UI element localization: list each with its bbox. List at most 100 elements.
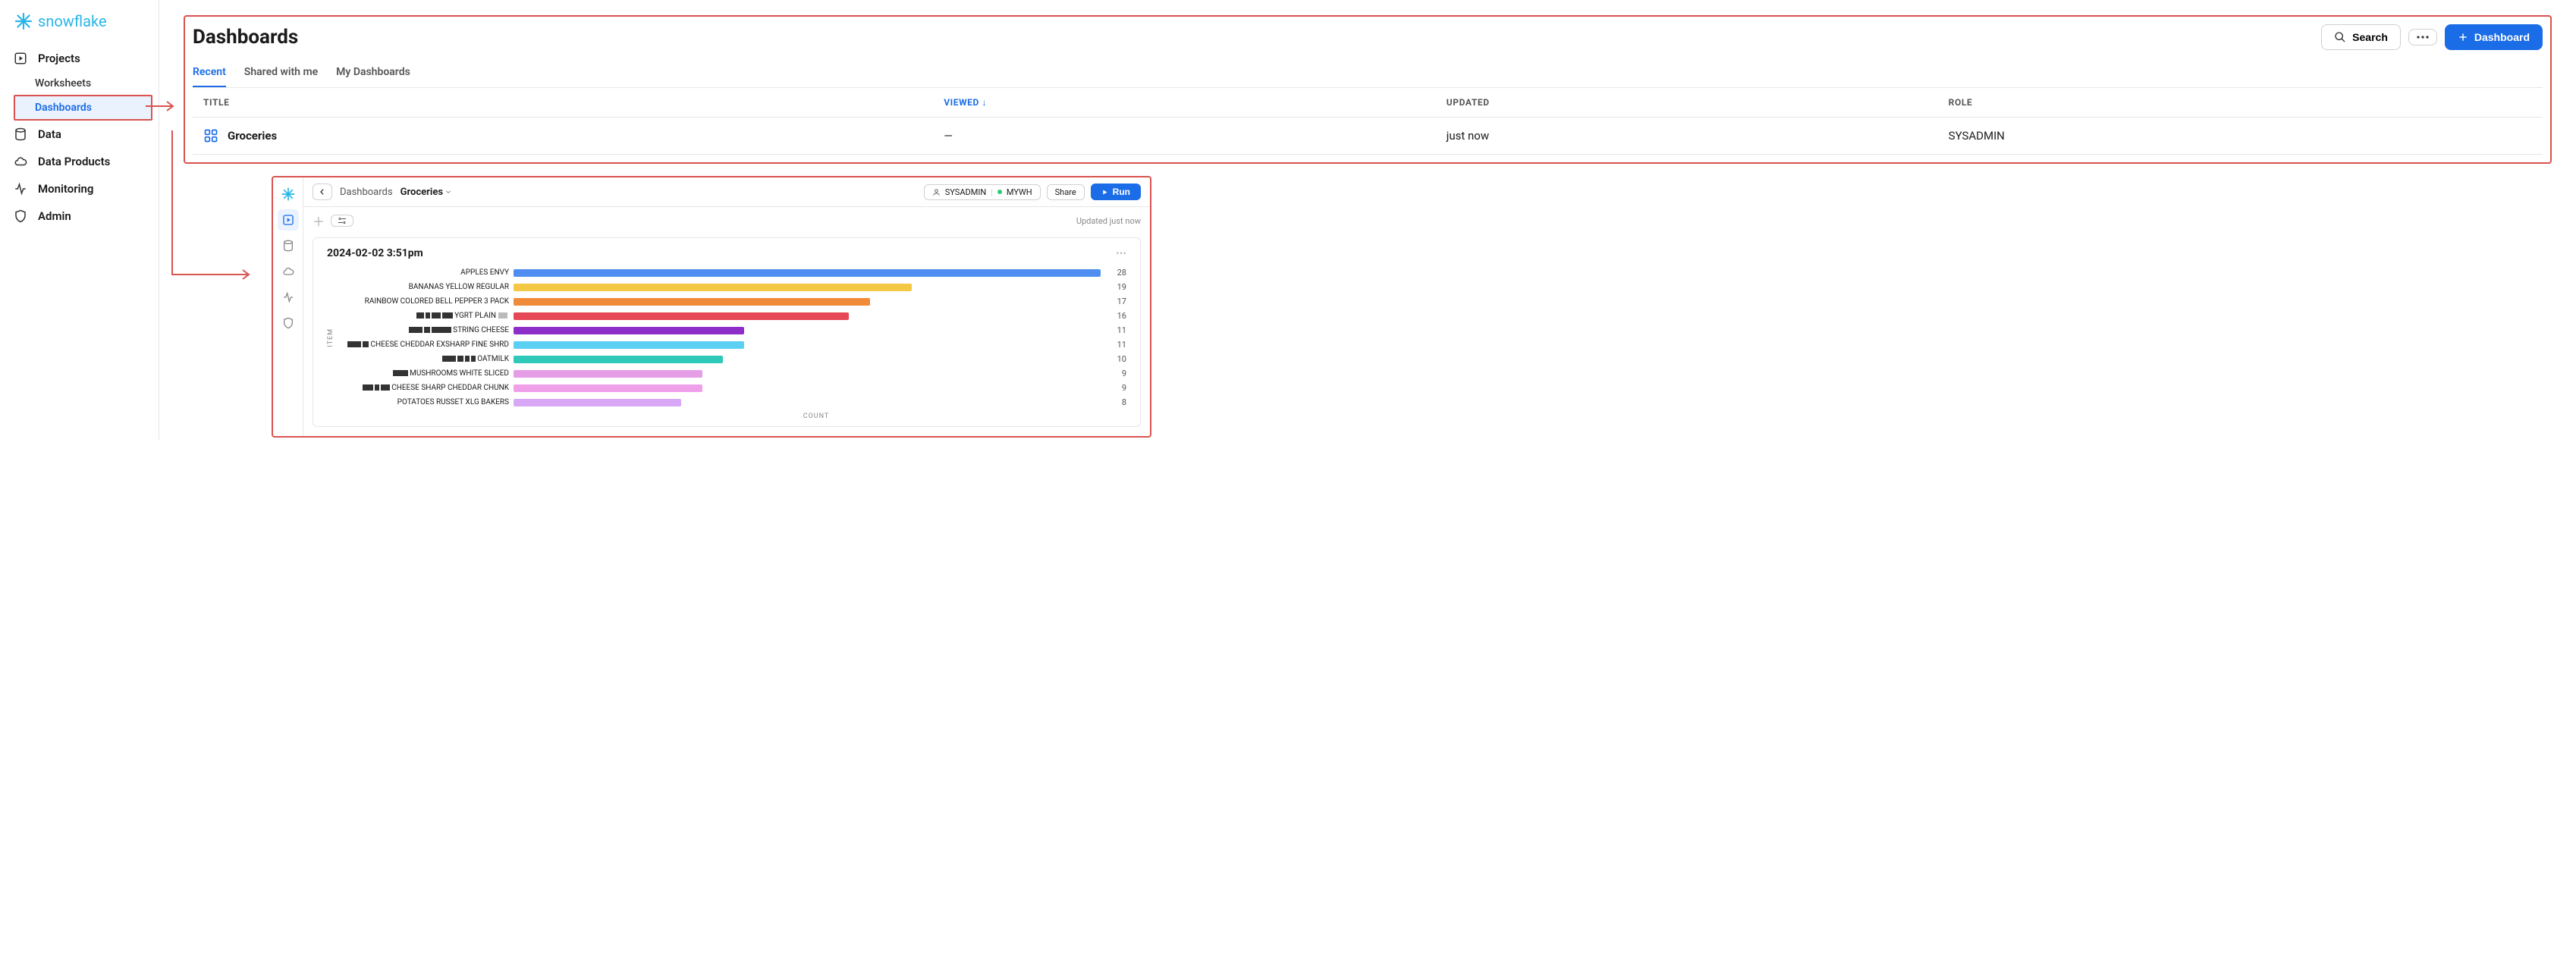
bar-track [514,327,1101,334]
bar-fill [514,327,744,334]
bar-row: BANANAS YELLOW REGULAR19 [338,280,1126,294]
mini-nav-data[interactable] [278,235,299,256]
nav-admin[interactable]: Admin [0,202,159,230]
nav-label: Monitoring [38,182,93,196]
mini-nav-monitoring[interactable] [278,287,299,308]
bar-label: RAINBOW COLORED BELL PEPPER 3 PACK [338,297,514,306]
bar-label: YGRT PLAIN [338,312,514,320]
bar-row: CHEESE CHEDDAR EXSHARP FINE SHRD11 [338,337,1126,352]
nav-monitoring[interactable]: Monitoring [0,175,159,202]
bar-value: 11 [1101,325,1126,335]
new-dashboard-button[interactable]: Dashboard [2445,24,2543,50]
brand-name: snowflake [38,12,107,30]
col-title[interactable]: TITLE [193,88,933,118]
chart-title-text: 2024-02-02 3:51pm [327,247,423,259]
more-button[interactable] [2408,29,2437,46]
shield-icon [282,317,294,329]
tab-recent[interactable]: Recent [193,58,226,87]
chart-xlabel: COUNT [327,413,1126,420]
bar-fill [514,370,702,378]
chevron-down-icon [445,189,451,195]
bar-fill [514,312,849,320]
mini-nav-admin[interactable] [278,312,299,334]
filter-button[interactable] [331,215,353,227]
run-button[interactable]: Run [1091,184,1141,200]
cloud-icon [282,265,294,278]
back-button[interactable] [313,184,332,200]
bar-label: MUSHROOMS WHITE SLICED [338,369,514,378]
chevron-left-icon [319,188,326,196]
bar-row: OATMILK10 [338,352,1126,366]
user-icon [932,188,941,196]
mini-sidebar [273,177,303,436]
bar-label: CHEESE SHARP CHEDDAR CHUNK [338,384,514,392]
bar-track [514,269,1101,277]
col-role[interactable]: ROLE [1938,88,2543,118]
col-viewed[interactable]: VIEWED ↓ [933,88,1436,118]
col-updated[interactable]: UPDATED [1436,88,1938,118]
activity-icon [282,291,294,303]
bar-fill [514,298,870,306]
nav-data[interactable]: Data [0,121,159,148]
nav-label: Projects [38,52,80,65]
updated-text: Updated just now [1076,216,1141,226]
add-tile-button[interactable]: ＋ [313,212,325,230]
chart-ylabel: ITEM [327,328,335,347]
nav-projects[interactable]: Projects [0,45,159,72]
bar-row: YGRT PLAIN 16 [338,309,1126,323]
search-button[interactable]: Search [2321,24,2401,50]
breadcrumb-parent[interactable]: Dashboards [340,187,393,198]
chart-rows: APPLES ENVY28BANANAS YELLOW REGULAR19 RAI… [338,265,1126,410]
bar-label: STRING CHEESE [338,326,514,334]
mini-nav-projects[interactable] [278,209,299,231]
table-row[interactable]: Groceries — just now SYSADMIN [193,118,2543,155]
bar-value: 10 [1101,354,1126,364]
tile-menu-button[interactable]: ⋯ [1116,247,1126,259]
bar-track [514,298,1101,306]
play-square-icon [282,214,294,226]
mini-logo[interactable] [278,184,299,205]
row-updated: just now [1436,118,1938,155]
bar-track [514,370,1101,378]
nav-data-products[interactable]: Data Products [0,148,159,175]
bar-fill [514,399,681,406]
role-selector[interactable]: SYSADMIN | MYWH [924,184,1041,200]
nav-worksheets[interactable]: Worksheets [0,72,159,95]
mini-nav-dataproducts[interactable] [278,261,299,282]
bar-label: APPLES ENVY [338,268,514,277]
snowflake-icon [14,11,33,31]
breadcrumb-current[interactable]: Groceries [401,187,452,198]
row-role: SYSADMIN [1938,118,2543,155]
search-icon [2334,31,2346,43]
bar-fill [514,341,744,349]
shield-icon [14,209,27,223]
bar-row: CHEESE SHARP CHEDDAR CHUNK 9 [338,381,1126,395]
activity-icon [14,182,27,196]
bar-track [514,284,1101,291]
bar-value: 16 [1101,311,1126,321]
dashboard-icon [203,128,218,143]
nav-label: Data [38,127,61,141]
tab-shared[interactable]: Shared with me [244,58,318,87]
sort-desc-icon: ↓ [982,97,988,108]
sidebar: snowflake Projects Worksheets Dashboards… [0,0,159,440]
status-dot-icon [997,190,1002,194]
page-title: Dashboards [193,26,298,49]
nav-dashboards[interactable]: Dashboards [14,95,152,121]
play-icon [1101,189,1108,196]
bar-value: 9 [1101,383,1126,393]
bar-row: STRING CHEESE 11 [338,323,1126,337]
bar-track [514,384,1101,392]
share-button[interactable]: Share [1047,184,1085,200]
bar-row: APPLES ENVY28 [338,265,1126,280]
bar-row: MUSHROOMS WHITE SLICED9 [338,366,1126,381]
tab-mine[interactable]: My Dashboards [336,58,410,87]
nav-label: Data Products [38,155,110,168]
bar-fill [514,269,1101,277]
bar-track [514,399,1101,406]
brand-logo[interactable]: snowflake [0,11,159,45]
chart-tile: 2024-02-02 3:51pm ⋯ ITEM APPLES ENVY28BA… [313,237,1141,427]
bar-value: 8 [1101,397,1126,407]
database-icon [282,240,294,252]
bar-fill [514,356,723,363]
